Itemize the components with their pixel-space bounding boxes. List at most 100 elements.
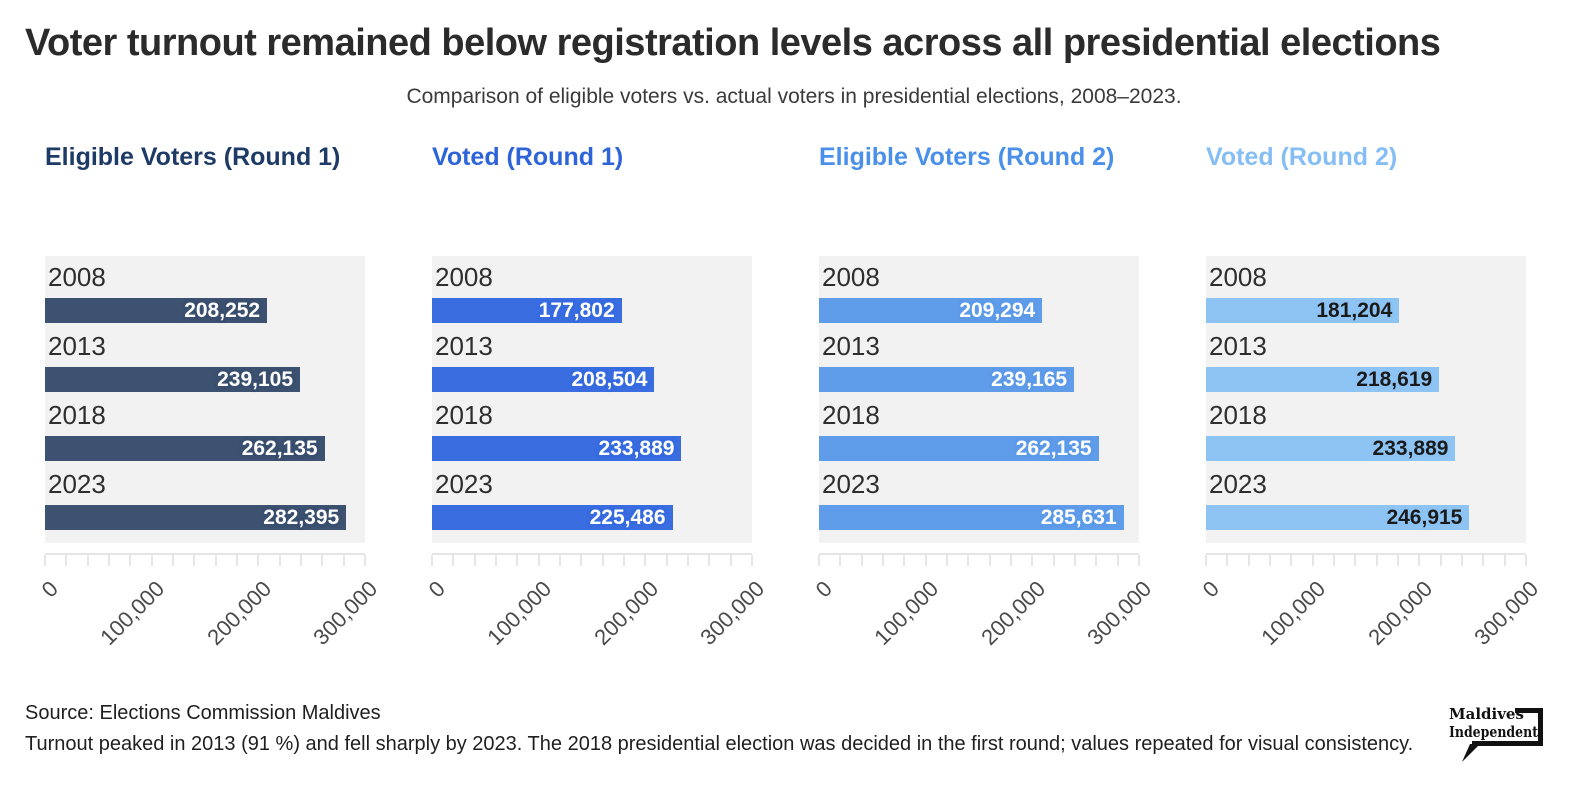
speech-bubble-logo-icon: Maldives Independent [1449,705,1543,762]
axis-tick-mark [623,555,625,566]
chart-subtitle: Comparison of eligible voters vs. actual… [406,85,1182,108]
series-header-voted-round2: Voted (Round 2) [1206,143,1398,171]
axis-tick-mark [364,555,366,566]
axis-tick-label: 100,000 [1256,576,1331,650]
bar[interactable]: 181,204 [1206,298,1400,323]
bar[interactable]: 208,252 [45,298,268,323]
plot-area: 2008 177,802 2013 208,504 2018 233,889 2023 225… [432,256,752,543]
axis-tick-mark [1247,555,1250,566]
bar-value-label: 177,802 [538,298,615,322]
axis-tick-mark [431,555,433,566]
axis-tick-mark [1503,555,1506,566]
plot-area: 2008 181,204 2013 218,619 2018 233,889 2023 246… [1206,256,1526,543]
axis-tick-mark [1031,555,1034,566]
axis-tick-mark [108,555,110,566]
year-label: 2008 [822,262,880,292]
axis-tick-mark [1138,555,1140,566]
axis-tick-mark [1010,555,1012,566]
bar[interactable]: 285,631 [819,505,1124,530]
axis-tick-mark [1226,555,1229,566]
axis-tick-mark [903,555,906,566]
bar-value-label: 209,294 [959,298,1036,322]
axis-tick-mark [44,555,46,566]
small-multiples-row: Eligible Voters (Round 1) 2008 208,252 201… [0,143,1588,684]
bar-value-label: 239,165 [991,367,1068,391]
axis-tick-mark [172,555,174,566]
series-header-eligible-round1: Eligible Voters (Round 1) [45,143,341,171]
axis-tick-mark [1333,555,1335,566]
bar[interactable]: 209,294 [819,298,1043,323]
axis-tick-mark [1116,555,1119,566]
axis-tick-mark [129,555,132,566]
axis-tick-mark [342,555,345,566]
x-axis-labels: 0 100,000 200,000 300,000 [36,566,382,684]
bar-group: 2008 209,294 [819,261,1139,330]
chart-title: Voter turnout remained below registratio… [25,22,1441,64]
bar-group: 2013 208,504 [432,330,752,399]
year-label: 2023 [435,469,493,499]
bar[interactable]: 282,395 [45,505,347,530]
axis-tick-mark [665,555,668,566]
axis-tick-label: 100,000 [95,576,170,650]
chart-panel-voted-round1: Voted (Round 1) 2008 177,802 2013 208,504 20… [423,143,769,684]
bar[interactable]: 239,105 [45,367,301,392]
year-label: 2013 [1209,331,1267,361]
x-axis-labels: 0 100,000 200,000 300,000 [810,566,1156,684]
bar[interactable]: 177,802 [432,298,622,323]
axis-tick-mark [1290,555,1293,566]
x-axis-ticks [44,553,366,566]
year-label: 2023 [1209,469,1267,499]
axis-tick-mark [473,555,476,566]
axis-tick-mark [495,555,497,566]
bar-group: 2008 177,802 [432,261,752,330]
axis-tick-label: 300,000 [308,576,383,650]
chart-footer: Source: Elections Commission Maldives Tu… [25,698,1563,762]
axis-tick-mark [601,555,604,566]
bar-group: 2023 285,631 [819,468,1139,537]
bar[interactable]: 262,135 [45,436,325,461]
bar-group: 2008 208,252 [45,261,365,330]
chart-panel-eligible-round2: Eligible Voters (Round 2) 2008 209,294 201… [810,143,1156,684]
bar[interactable]: 239,165 [819,367,1075,392]
axis-tick-mark [1269,555,1271,566]
bar[interactable]: 225,486 [432,505,673,530]
bar-value-label: 233,889 [1372,436,1449,460]
axis-tick-mark [236,555,238,566]
maldives-independent-logo: Maldives Independent [1449,704,1545,770]
bar-value-label: 233,889 [598,436,675,460]
x-axis-ticks [1205,553,1527,566]
axis-tick-label: 200,000 [589,576,664,650]
year-label: 2008 [1209,262,1267,292]
axis-tick-label: 300,000 [1469,576,1544,650]
bar-value-label: 208,252 [184,298,261,322]
axis-tick-mark [687,555,689,566]
axis-tick-mark [1095,555,1098,566]
bar[interactable]: 233,889 [1206,436,1456,461]
axis-tick-mark [1375,555,1378,566]
axis-tick-mark [537,555,540,566]
axis-tick-label: 200,000 [1363,576,1438,650]
bar[interactable]: 233,889 [432,436,682,461]
bar-group: 2018 233,889 [1206,399,1526,468]
bar[interactable]: 246,915 [1206,505,1470,530]
x-axis-labels: 0 100,000 200,000 300,000 [423,566,769,684]
axis-tick-label: 100,000 [482,576,557,650]
axis-tick-mark [946,555,948,566]
axis-tick-label: 0 [810,576,837,603]
bar[interactable]: 262,135 [819,436,1099,461]
bar-group: 2018 262,135 [819,399,1139,468]
source-line: Source: Elections Commission Maldives [25,702,381,724]
axis-tick-mark [300,555,302,566]
axis-tick-mark [924,555,927,566]
axis-tick-label: 0 [423,576,450,603]
year-label: 2013 [435,331,493,361]
axis-tick-mark [818,555,820,566]
axis-tick-mark [214,555,217,566]
bar[interactable]: 218,619 [1206,367,1440,392]
axis-tick-mark [1418,555,1421,566]
bar[interactable]: 208,504 [432,367,655,392]
year-label: 2013 [48,331,106,361]
axis-tick-label: 200,000 [976,576,1051,650]
axis-tick-mark [1052,555,1055,566]
axis-tick-mark [644,555,647,566]
